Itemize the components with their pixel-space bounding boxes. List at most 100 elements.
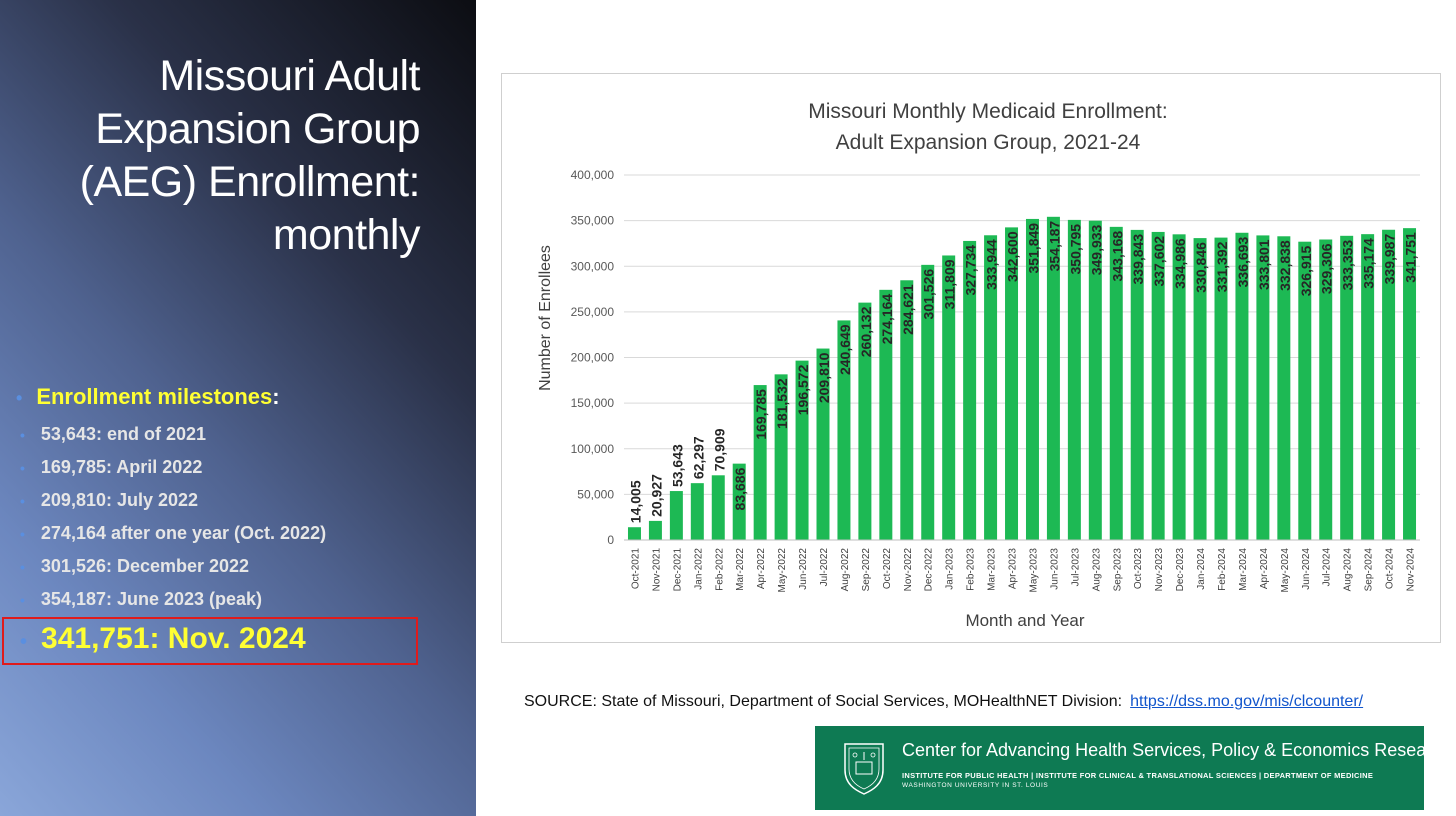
bullet-icon: • [20,493,25,509]
milestone-item: • 274,164 after one year (Oct. 2022) [20,523,326,544]
x-tick-label: Mar-2022 [735,548,746,591]
y-axis-ticks: 0 50,000 100,000 150,000 200,000 250,000 300,0… [571,168,615,547]
bar [984,235,998,540]
data-label: 301,526 [921,269,937,320]
y-tick-label: 250,000 [571,305,615,319]
bar [1382,229,1396,541]
data-label: 330,846 [1193,242,1209,293]
data-label: 83,686 [732,467,748,510]
data-label: 333,801 [1256,239,1272,290]
x-tick-label: Nov-2022 [903,548,914,592]
data-label: 274,164 [879,294,895,345]
milestone-item: • 354,187: June 2023 (peak) [20,589,262,610]
source-link[interactable]: https://dss.mo.gov/mis/clcounter/ [1130,693,1364,710]
bar [1256,235,1270,540]
bar [1277,236,1291,540]
y-tick-label: 0 [607,533,614,547]
bullet-icon: • [20,631,28,653]
data-label: 339,843 [1130,234,1146,285]
milestone-item: • 169,785: April 2022 [20,457,202,478]
chart-title: Missouri Monthly Medicaid Enrollment: [808,100,1167,123]
milestone-item: • 53,643: end of 2021 [20,424,206,445]
y-axis-label: Number of Enrollees [537,245,554,391]
slide-title: Missouri Adult Expansion Group (AEG) Enr… [79,52,421,259]
y-tick-label: 350,000 [571,214,615,228]
bar [774,374,788,540]
data-label: 327,734 [963,245,979,296]
bar [753,385,767,540]
x-tick-label: Dec-2021 [672,548,683,592]
milestones-header-colon: : [272,384,280,409]
x-tick-label: Feb-2023 [966,548,977,591]
bar [1319,239,1333,540]
x-tick-label: Aug-2023 [1091,548,1102,592]
banner-title: Center for Advancing Health Services, Po… [902,740,1452,760]
data-label: 196,572 [795,364,811,415]
milestone-text: 274,164 after one year (Oct. 2022) [40,523,327,543]
data-label: 70,909 [711,428,727,471]
x-tick-label: Dec-2023 [1175,548,1186,592]
x-tick-label: Nov-2023 [1154,548,1165,592]
milestone-text: 209,810: July 2022 [40,490,199,510]
data-label: 333,353 [1340,240,1356,291]
chart-subtitle: Adult Expansion Group, 2021-24 [836,131,1141,154]
milestones-header: • Enrollment milestones: [16,384,280,410]
bullet-icon: • [20,592,25,608]
data-label: 284,621 [900,284,916,335]
x-tick-label: Feb-2024 [1217,548,1228,591]
y-tick-label: 50,000 [577,487,614,501]
data-label: 169,785 [753,389,769,440]
x-tick-label: Mar-2024 [1238,548,1249,591]
bar [1025,218,1039,540]
x-tick-label: May-2022 [777,548,788,593]
bars [627,216,1417,541]
milestones-list: • Enrollment milestones: • 53,643: end of … [0,0,476,816]
bar [963,240,977,540]
bar [1130,229,1144,541]
x-tick-label: Apr-2023 [1008,548,1019,590]
bar [732,463,746,540]
data-label: 337,602 [1151,236,1167,287]
x-tick-label: Jun-2023 [1049,548,1060,590]
x-tick-label: Jun-2022 [798,548,809,590]
x-tick-label: Jul-2023 [1070,548,1081,587]
banner-subtitle: INSTITUTE FOR PUBLIC HEALTH | INSTITUTE … [902,771,1374,780]
bar [1193,238,1207,540]
data-label: 332,838 [1277,240,1293,291]
bullet-icon: • [16,388,23,408]
x-tick-label: Aug-2024 [1343,548,1354,592]
data-label: 14,005 [627,480,643,523]
bar [1067,219,1081,540]
bar [858,302,872,540]
banner-subtitle-university: WASHINGTON UNIVERSITY IN ST. LOUIS [902,782,1049,789]
x-tick-label: Sep-2023 [1112,548,1123,592]
x-tick-label: Nov-2024 [1406,548,1417,592]
y-tick-label: 400,000 [571,168,615,182]
x-tick-label: Aug-2022 [840,548,851,592]
bar [648,520,662,540]
data-label: 240,649 [837,324,853,375]
bar [816,348,830,540]
bullet-icon: • [20,460,25,476]
bullet-icon: • [20,427,25,443]
data-label: 181,532 [774,378,790,429]
bar [921,264,935,540]
milestone-highlight: • 341,751: Nov. 2024 [20,622,306,656]
bar [942,255,956,540]
bar [1046,216,1060,540]
chart-frame: Missouri Monthly Medicaid Enrollment: Ad… [501,73,1441,643]
bar [711,475,725,540]
data-label: 260,132 [858,306,874,357]
x-tick-label: Dec-2022 [924,548,935,592]
bar [1403,228,1417,540]
bar [1109,226,1123,541]
bar [1298,241,1312,540]
milestone-item: • 301,526: December 2022 [20,556,249,577]
bar [879,289,893,540]
x-tick-label: Sep-2024 [1364,548,1375,592]
university-seal-icon [844,743,884,795]
milestone-highlight-text: 341,751: Nov. 2024 [41,622,306,655]
data-label: 339,987 [1382,234,1398,285]
x-tick-label: Feb-2022 [714,548,725,591]
bar [1340,235,1354,541]
